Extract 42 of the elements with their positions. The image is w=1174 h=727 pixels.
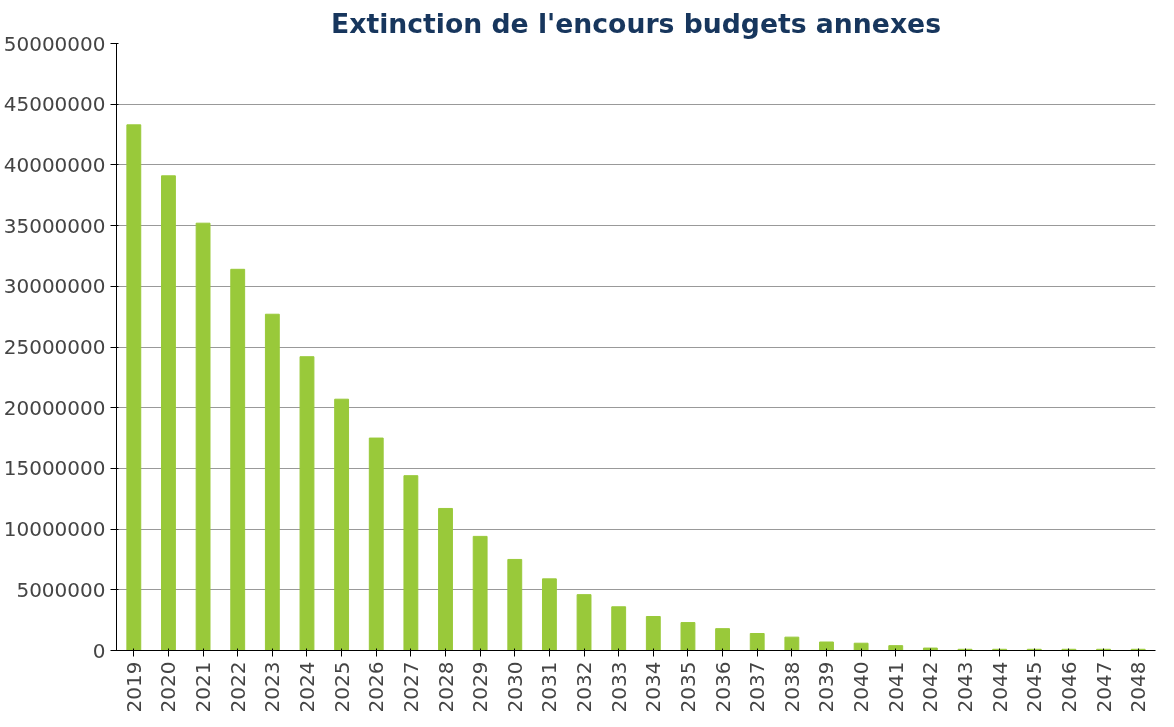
x-tick-label: 2024 <box>294 661 319 713</box>
y-tick-label: 0 <box>92 638 106 663</box>
y-tick-label: 20000000 <box>3 395 106 420</box>
x-tick-label: 2032 <box>572 661 597 713</box>
x-tick-label: 2026 <box>364 661 389 713</box>
x-tick-label: 2028 <box>433 661 458 713</box>
x-tick-label: 2034 <box>641 661 666 713</box>
chart-title: Extinction de l'encours budgets annexes <box>330 7 942 39</box>
x-tick-label: 2022 <box>225 661 250 713</box>
x-tick-label: 2035 <box>675 661 700 713</box>
x-tick-label: 2025 <box>329 661 354 713</box>
x-tick-label: 2045 <box>1022 661 1047 713</box>
x-tick-label: 2038 <box>779 661 804 713</box>
x-tick-label: 2029 <box>468 661 493 713</box>
x-tick-label: 2048 <box>1126 661 1151 713</box>
x-tick-label: 2037 <box>745 661 770 713</box>
y-tick-label: 30000000 <box>3 274 106 299</box>
x-tick-label: 2019 <box>121 661 146 713</box>
y-tick-label: 25000000 <box>3 335 106 359</box>
y-tick-label: 5000000 <box>16 577 106 602</box>
x-tick-label: 2044 <box>987 661 1012 713</box>
x-tick-label: 2030 <box>502 661 527 713</box>
x-tick-label: 2031 <box>537 661 562 713</box>
y-tick-label: 35000000 <box>3 213 106 238</box>
x-tick-label: 2042 <box>918 661 943 713</box>
x-tick-label: 2039 <box>814 661 839 713</box>
x-tick-label: 2021 <box>191 661 216 713</box>
x-tick-label: 2027 <box>398 661 423 713</box>
y-tick-label: 15000000 <box>3 456 106 481</box>
x-tick-label: 2047 <box>1091 661 1116 713</box>
x-tick-label: 2041 <box>883 661 908 713</box>
x-tick-label: 2040 <box>849 661 874 713</box>
y-tick-label: 10000000 <box>3 517 106 542</box>
x-tick-label: 2043 <box>953 661 978 713</box>
x-tick-label: 2036 <box>710 661 735 713</box>
x-tick-label: 2033 <box>606 661 631 713</box>
x-tick-label: 2046 <box>1056 661 1081 713</box>
x-tick-label: 2020 <box>156 661 181 713</box>
y-tick-label: 40000000 <box>3 152 106 177</box>
x-tick-label: 2023 <box>260 661 285 713</box>
y-tick-label: 45000000 <box>3 92 106 117</box>
y-tick-label: 50000000 <box>3 31 106 56</box>
